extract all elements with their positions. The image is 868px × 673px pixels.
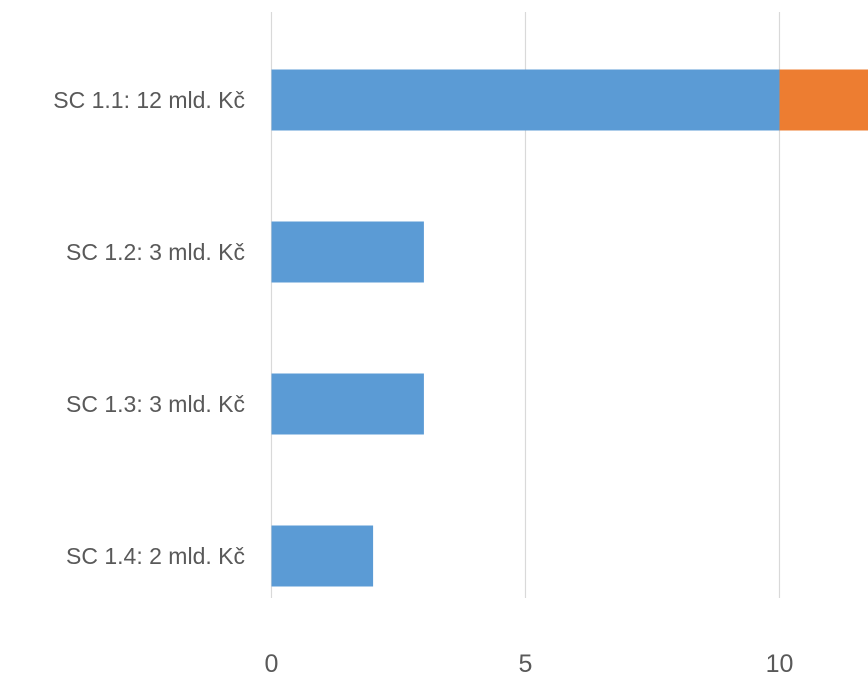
x-tick-label-0: 0 [265,650,279,673]
category-label-3: SC 1.3: 3 mld. Kč [66,391,245,417]
bars [271,69,868,587]
category-labels: SC 1.1: 12 mld. Kč SC 1.2: 3 mld. Kč SC 1.… [53,87,245,569]
category-label-2: SC 1.2: 3 mld. Kč [66,239,245,265]
bar-1-series-2 [779,69,868,131]
category-label-1: SC 1.1: 12 mld. Kč [53,87,245,113]
bar-3-series-1 [271,373,424,435]
x-tick-label-10: 10 [766,650,794,673]
x-tick-label-5: 5 [519,650,533,673]
category-label-4: SC 1.4: 2 mld. Kč [66,543,245,569]
x-tick-labels: 0 5 10 [265,650,794,673]
bar-1-series-1 [271,69,780,131]
bar-4-series-1 [271,525,374,587]
bar-2-series-1 [271,221,424,283]
